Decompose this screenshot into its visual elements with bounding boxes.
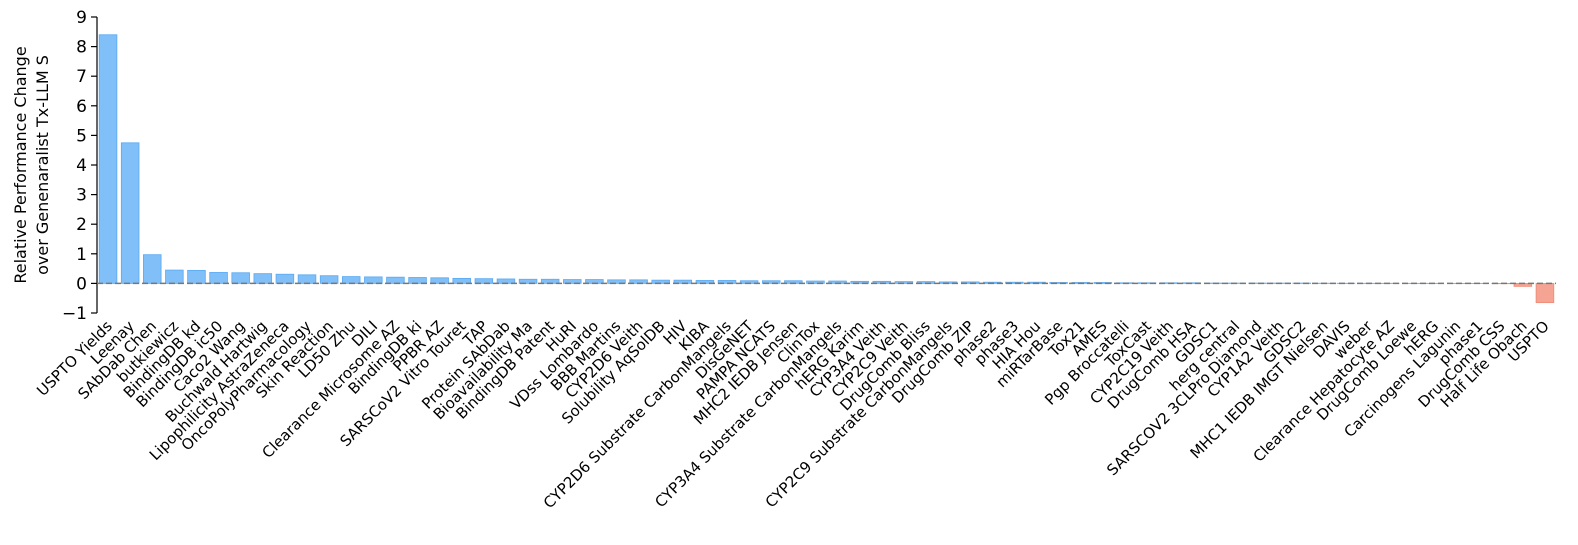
bar <box>431 278 449 284</box>
y-tick-label: 6 <box>76 97 87 117</box>
bar <box>188 270 206 283</box>
bar <box>320 276 338 284</box>
y-tick-label: 2 <box>76 215 87 235</box>
bar <box>298 275 316 284</box>
y-tick-label: 0 <box>76 274 87 294</box>
bar <box>99 35 117 284</box>
bar <box>121 143 139 284</box>
bar <box>143 255 161 284</box>
bar <box>254 274 272 284</box>
y-tick-label: 7 <box>76 67 87 87</box>
y-tick-label: 9 <box>76 8 87 28</box>
y-tick-label: −1 <box>62 304 87 324</box>
bar <box>364 277 382 284</box>
y-axis-label: over Genenaralist Tx-LLM S <box>33 55 52 275</box>
bar <box>387 277 405 283</box>
y-tick-label: 1 <box>76 245 87 265</box>
bar <box>342 277 360 284</box>
bar <box>453 278 471 283</box>
y-axis-label: Relative Performance Change <box>11 46 30 283</box>
y-tick-label: 5 <box>76 126 87 146</box>
y-tick-label: 8 <box>76 38 87 58</box>
bar <box>166 270 184 283</box>
y-tick-label: 4 <box>76 156 87 176</box>
bar <box>276 274 294 283</box>
bar <box>409 277 427 283</box>
bar <box>210 272 228 283</box>
bar <box>1536 283 1554 302</box>
bar <box>232 273 250 284</box>
y-tick-label: 3 <box>76 186 87 206</box>
